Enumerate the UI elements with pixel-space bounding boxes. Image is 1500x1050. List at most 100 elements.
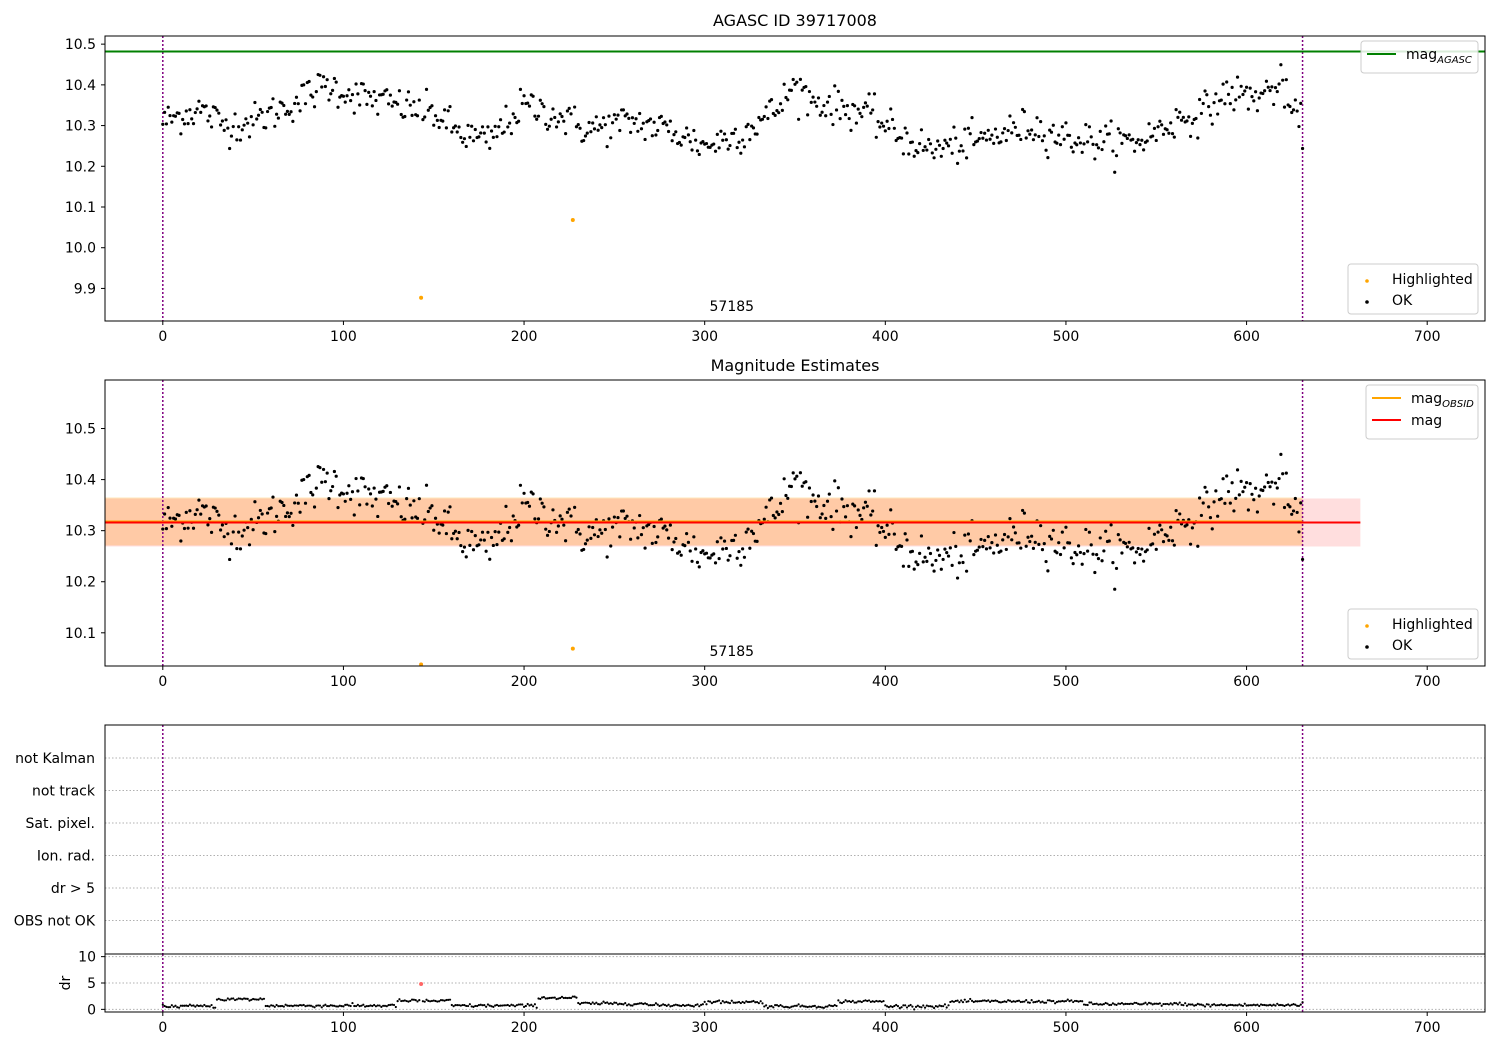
data-point xyxy=(862,506,866,510)
dr-point xyxy=(1299,1003,1302,1006)
dr-point xyxy=(1178,1001,1181,1004)
data-point xyxy=(941,557,945,562)
dr-point xyxy=(1243,1002,1246,1005)
dr-point xyxy=(600,1002,603,1005)
data-point xyxy=(607,114,611,118)
dr-point xyxy=(640,1002,643,1005)
data-point xyxy=(901,152,905,156)
dr-point xyxy=(1115,1003,1118,1007)
data-point xyxy=(668,119,672,123)
data-point xyxy=(495,542,499,547)
data-point xyxy=(482,131,486,135)
dr-point xyxy=(1072,1000,1075,1004)
dr-point xyxy=(560,995,564,998)
data-point xyxy=(228,146,232,151)
dr-point xyxy=(380,1005,383,1008)
panel-3 xyxy=(101,953,1486,1016)
dr-point xyxy=(772,1006,775,1009)
data-point xyxy=(1004,547,1008,552)
data-point xyxy=(361,476,365,481)
data-point xyxy=(820,110,824,114)
data-point xyxy=(869,111,873,115)
data-point xyxy=(769,97,774,102)
data-point xyxy=(291,119,295,124)
dr-point xyxy=(241,998,244,1001)
data-point xyxy=(721,547,725,551)
dr-point xyxy=(1287,1003,1290,1006)
dr-point xyxy=(651,1004,654,1007)
dr-point xyxy=(344,1003,347,1006)
data-point xyxy=(284,514,288,519)
data-point xyxy=(766,116,770,121)
data-point xyxy=(751,531,756,536)
dr-point xyxy=(936,1005,939,1008)
highlighted-point xyxy=(419,295,424,300)
data-point xyxy=(1142,148,1146,152)
dr-point xyxy=(530,1003,533,1006)
data-point xyxy=(1096,557,1101,561)
legend-marker-swatch xyxy=(1365,279,1369,283)
data-point xyxy=(325,78,329,82)
data-point xyxy=(195,107,199,111)
data-point xyxy=(722,132,727,136)
data-point xyxy=(253,100,257,105)
data-point xyxy=(1058,143,1063,147)
data-point xyxy=(1080,562,1084,566)
dr-point xyxy=(792,1005,795,1008)
data-point xyxy=(334,80,338,84)
x-tick-label: 0 xyxy=(158,329,167,345)
dr-point xyxy=(643,1002,647,1005)
data-point xyxy=(751,126,756,130)
dr-point xyxy=(703,1000,706,1003)
data-point xyxy=(246,121,250,125)
data-point xyxy=(865,504,869,508)
dr-point xyxy=(1146,1003,1149,1006)
data-point xyxy=(204,104,208,108)
data-point xyxy=(912,567,916,571)
dr-point xyxy=(1129,1002,1133,1005)
data-point xyxy=(1116,127,1120,131)
dr-point xyxy=(960,999,963,1002)
data-point xyxy=(598,123,602,127)
dr-point xyxy=(165,1005,168,1008)
dr-point xyxy=(470,1005,473,1008)
data-point xyxy=(697,565,701,569)
dr-point xyxy=(882,999,885,1003)
dr-point xyxy=(1187,1003,1190,1006)
dr-point xyxy=(382,1004,385,1007)
data-point xyxy=(560,114,564,119)
data-point xyxy=(677,140,681,145)
data-point xyxy=(813,499,817,503)
dr-point xyxy=(1240,1004,1243,1007)
data-point xyxy=(1154,547,1158,551)
dr-point xyxy=(1144,1001,1147,1004)
data-point xyxy=(1226,92,1231,96)
data-point xyxy=(607,517,611,521)
dr-point xyxy=(1147,1001,1151,1004)
data-point xyxy=(1194,116,1198,121)
data-point xyxy=(627,116,631,121)
dr-point xyxy=(1109,1003,1113,1006)
data-point xyxy=(327,98,331,102)
data-point xyxy=(285,511,290,515)
data-point xyxy=(1284,78,1288,82)
data-point xyxy=(1049,537,1054,541)
dr-point xyxy=(931,1005,934,1008)
data-point xyxy=(260,512,264,516)
data-point xyxy=(184,109,188,113)
data-point xyxy=(220,119,225,123)
data-point xyxy=(307,79,311,84)
dr-point xyxy=(450,1003,453,1007)
data-point xyxy=(1279,452,1283,456)
data-point xyxy=(1288,104,1292,109)
data-point xyxy=(1160,123,1164,127)
x-tick-label: 100 xyxy=(330,1020,357,1036)
data-point xyxy=(883,129,887,133)
data-point xyxy=(712,142,716,146)
data-point xyxy=(242,123,246,127)
data-point xyxy=(1244,85,1249,89)
data-point xyxy=(836,89,840,93)
data-point xyxy=(780,108,784,112)
data-point xyxy=(424,87,429,91)
data-point xyxy=(486,530,490,534)
